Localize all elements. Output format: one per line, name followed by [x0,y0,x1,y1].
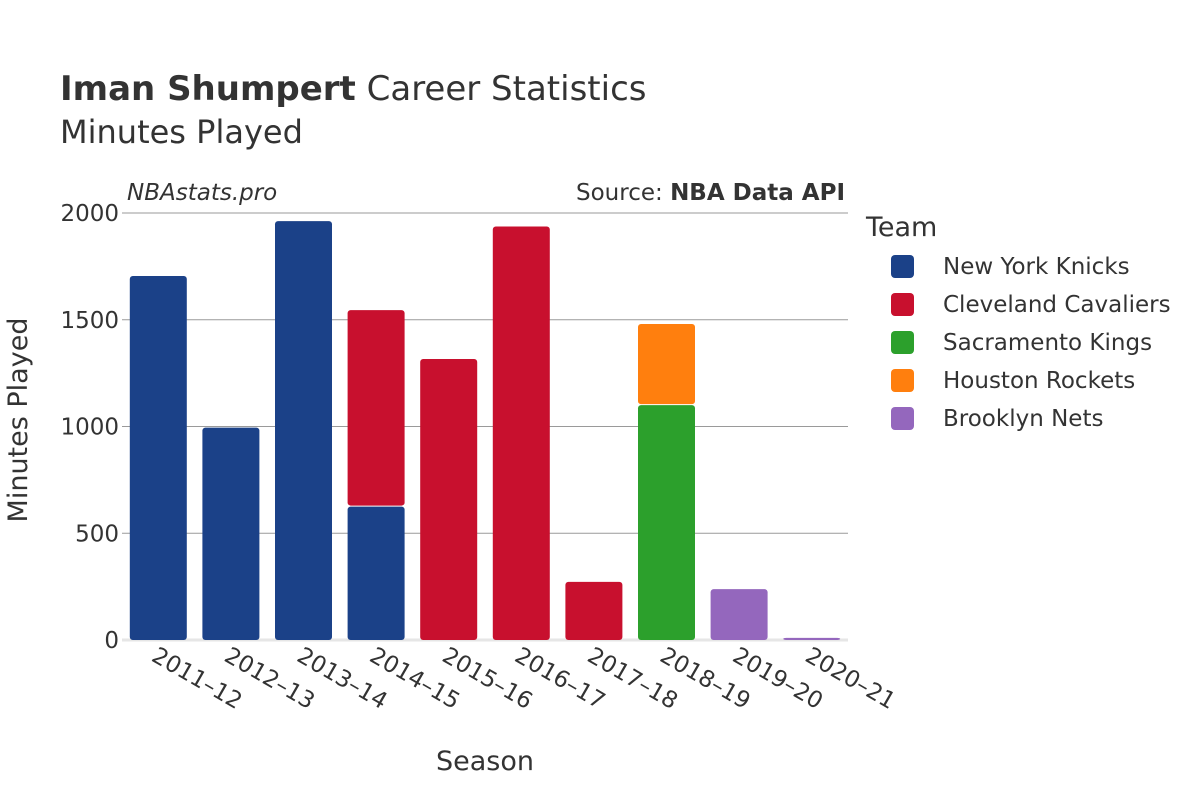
legend: New York Knicks Cleveland Cavaliers Sacram… [891,254,1171,432]
y-axis-title: Minutes Played [3,318,34,523]
legend-label: Brooklyn Nets [943,406,1103,432]
bar-segment [347,506,405,640]
bar-segment [420,359,478,640]
legend-label: New York Knicks [943,254,1130,280]
bar-segment [638,324,695,405]
y-tick-label: 0 [104,628,119,654]
chart-title: Iman Shumpert Career Statistics [60,69,646,109]
chart-subtitle: Minutes Played [60,113,303,151]
y-tick-label: 2000 [60,201,119,227]
bar-segment [565,581,623,640]
legend-swatch [891,293,914,316]
bar-segment [347,310,405,506]
legend-label: Sacramento Kings [943,330,1152,356]
legend-swatch [891,407,914,430]
chart-title-rest: Career Statistics [356,69,647,109]
watermark: NBAstats.pro [127,180,277,206]
legend-swatch [891,331,914,354]
legend-swatch [891,255,914,278]
chart-title-bold: Iman Shumpert [60,69,356,109]
bar-segment [710,589,768,640]
y-tick-label: 1000 [60,415,119,441]
source-text: Source: NBA Data API [576,180,845,206]
bar-segment [129,275,187,640]
legend-label: Cleveland Cavaliers [943,292,1171,318]
x-tick-labels: 2011–122012–132013–142014–152015–162016–… [147,643,899,715]
bars [129,221,841,640]
source-label: Source: [576,180,670,206]
bar-segment [275,221,332,640]
legend-label: Houston Rockets [943,368,1135,394]
legend-title: Team [865,212,937,243]
legend-swatch [891,369,914,392]
y-tick-label: 500 [75,521,119,547]
y-tick-labels: 0 500 1000 1500 2000 [60,201,119,654]
bar-segment [202,427,260,640]
bar-segment [783,637,841,640]
bar-segment [492,226,550,640]
x-axis-title: Season [436,746,534,777]
source-value: NBA Data API [670,180,845,206]
y-tick-label: 1500 [60,308,119,334]
bar-segment [638,405,695,640]
